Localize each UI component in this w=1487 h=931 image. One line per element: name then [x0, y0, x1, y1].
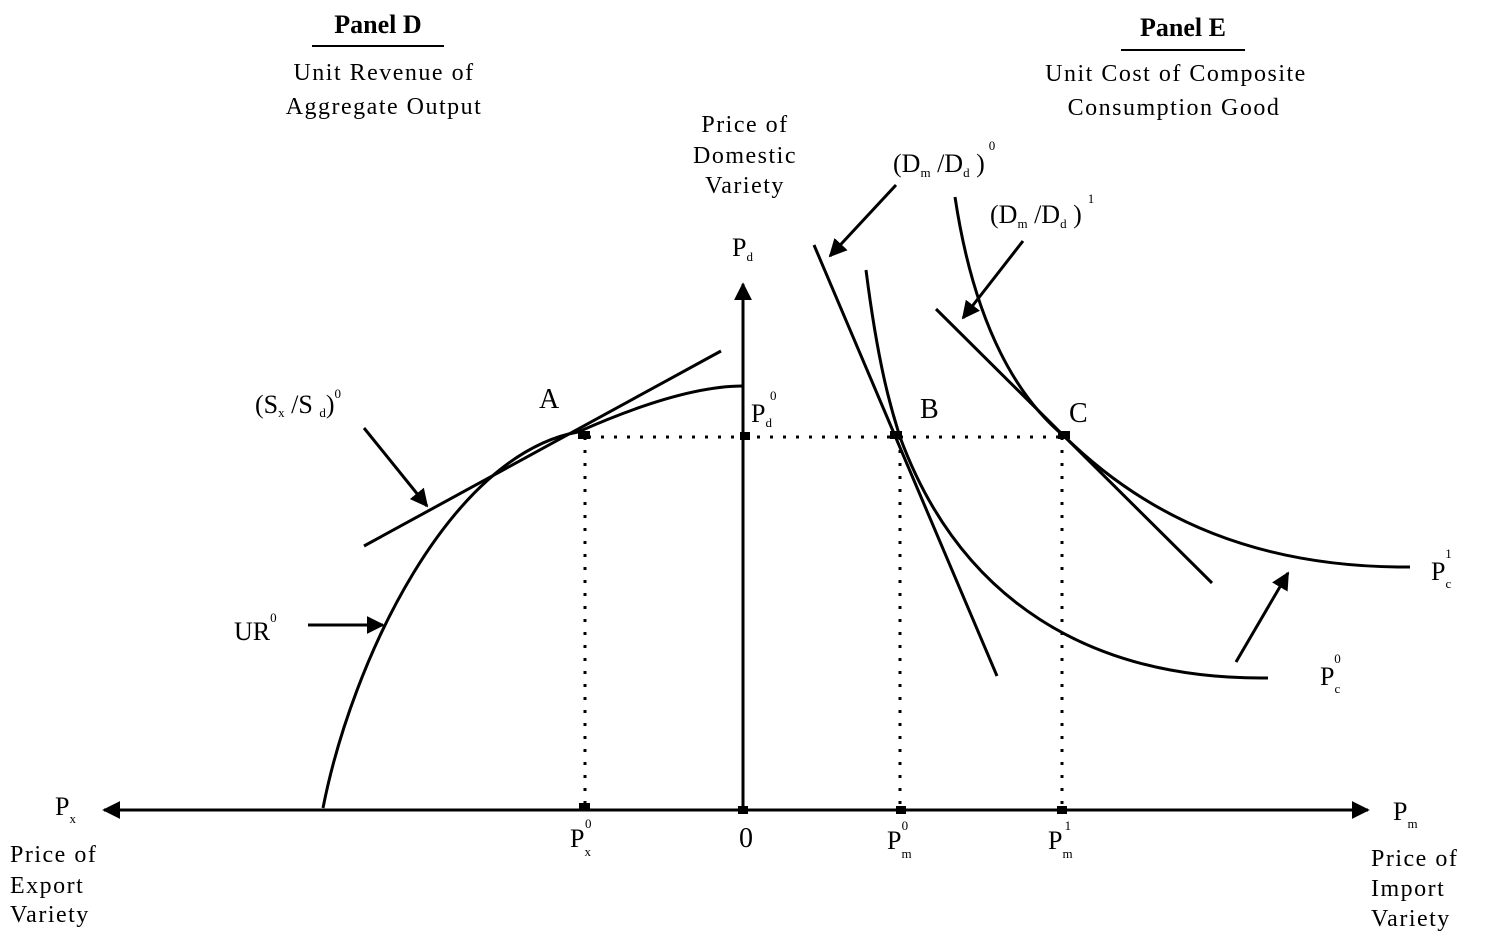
pc0-label: Pc0 [1320, 651, 1341, 696]
import-price-0-label: Pm0 [887, 818, 912, 861]
import-price-0-tick-marker [896, 806, 906, 814]
point-b-label: B [920, 394, 939, 425]
dmdd1-pointer-arrow [961, 240, 1025, 320]
export-price-axis-caption: Price of Export Variety [10, 842, 97, 928]
panel-e-subtitle-line1: Unit Cost of Composite [1045, 61, 1307, 87]
panel-e-title: Panel E [1140, 13, 1226, 42]
import-price-caption-line1: Price of [1371, 846, 1458, 872]
export-domestic-supply-ratio-line [363, 349, 722, 548]
vertical-axis-caption: Price of Domestic Variety [693, 112, 797, 199]
unit-cost-curve-pc0 [864, 269, 1269, 680]
import-price-1-tick-marker [1057, 806, 1067, 814]
unit-cost-shift-arrow [1234, 571, 1290, 663]
export-price-0-label: Px0 [570, 816, 591, 859]
export-price-caption-line3: Variety [10, 902, 90, 928]
point-b-marker [890, 431, 902, 439]
vertical-axis-caption-line2: Domestic [693, 143, 797, 169]
import-price-1-label: Pm1 [1048, 818, 1073, 861]
vertical-axis-symbol: Pd [732, 233, 753, 264]
panel-d-subtitle-line1: Unit Revenue of [293, 60, 474, 86]
import-price-caption-line2: Import [1371, 876, 1445, 902]
point-c-label: C [1069, 398, 1088, 429]
point-a-marker [578, 431, 590, 439]
unit-cost-curve-pc1 [953, 196, 1411, 569]
point-c-marker [1058, 431, 1070, 439]
export-price-axis-symbol: Px [55, 792, 76, 826]
vertical-axis-caption-line3: Variety [705, 173, 785, 199]
import-price-axis-caption: Price of Import Variety [1371, 846, 1458, 931]
sxsd0-label: (Sx /S d)0 [255, 386, 341, 420]
vertical-axis-caption-line1: Price of [701, 112, 788, 138]
dmdd0-label: (Dm /Dd )0 [893, 138, 995, 180]
origin-tick-marker [738, 806, 748, 814]
import-price-caption-line3: Variety [1371, 906, 1451, 931]
panel-e-header: Panel E Unit Cost of Composite Consumpti… [1045, 13, 1307, 121]
ur0-label: UR0 [234, 610, 277, 646]
domestic-price-tick-marker [740, 432, 750, 440]
point-a-label: A [539, 384, 560, 415]
import-price-axis-symbol: Pm [1393, 797, 1418, 831]
panel-e-subtitle-line2: Consumption Good [1068, 95, 1281, 121]
export-price-caption-line2: Export [10, 873, 84, 899]
domestic-price-0-label: Pd0 [751, 388, 776, 430]
dmdd1-label: (Dm /Dd )1 [990, 191, 1094, 231]
panel-d-header: Panel D Unit Revenue of Aggregate Output [286, 10, 483, 120]
origin-label: 0 [739, 823, 753, 854]
export-price-tick-marker [579, 803, 590, 811]
sxsd0-pointer-arrow [362, 427, 429, 508]
unit-revenue-curve-ur0 [321, 384, 744, 809]
panel-d-subtitle-line2: Aggregate Output [286, 94, 483, 120]
import-domestic-demand-ratio-line-0 [812, 244, 999, 677]
export-price-caption-line1: Price of [10, 842, 97, 868]
dmdd0-pointer-arrow [828, 183, 898, 258]
pc1-label: Pc1 [1431, 546, 1452, 591]
panel-d-title: Panel D [334, 10, 421, 39]
